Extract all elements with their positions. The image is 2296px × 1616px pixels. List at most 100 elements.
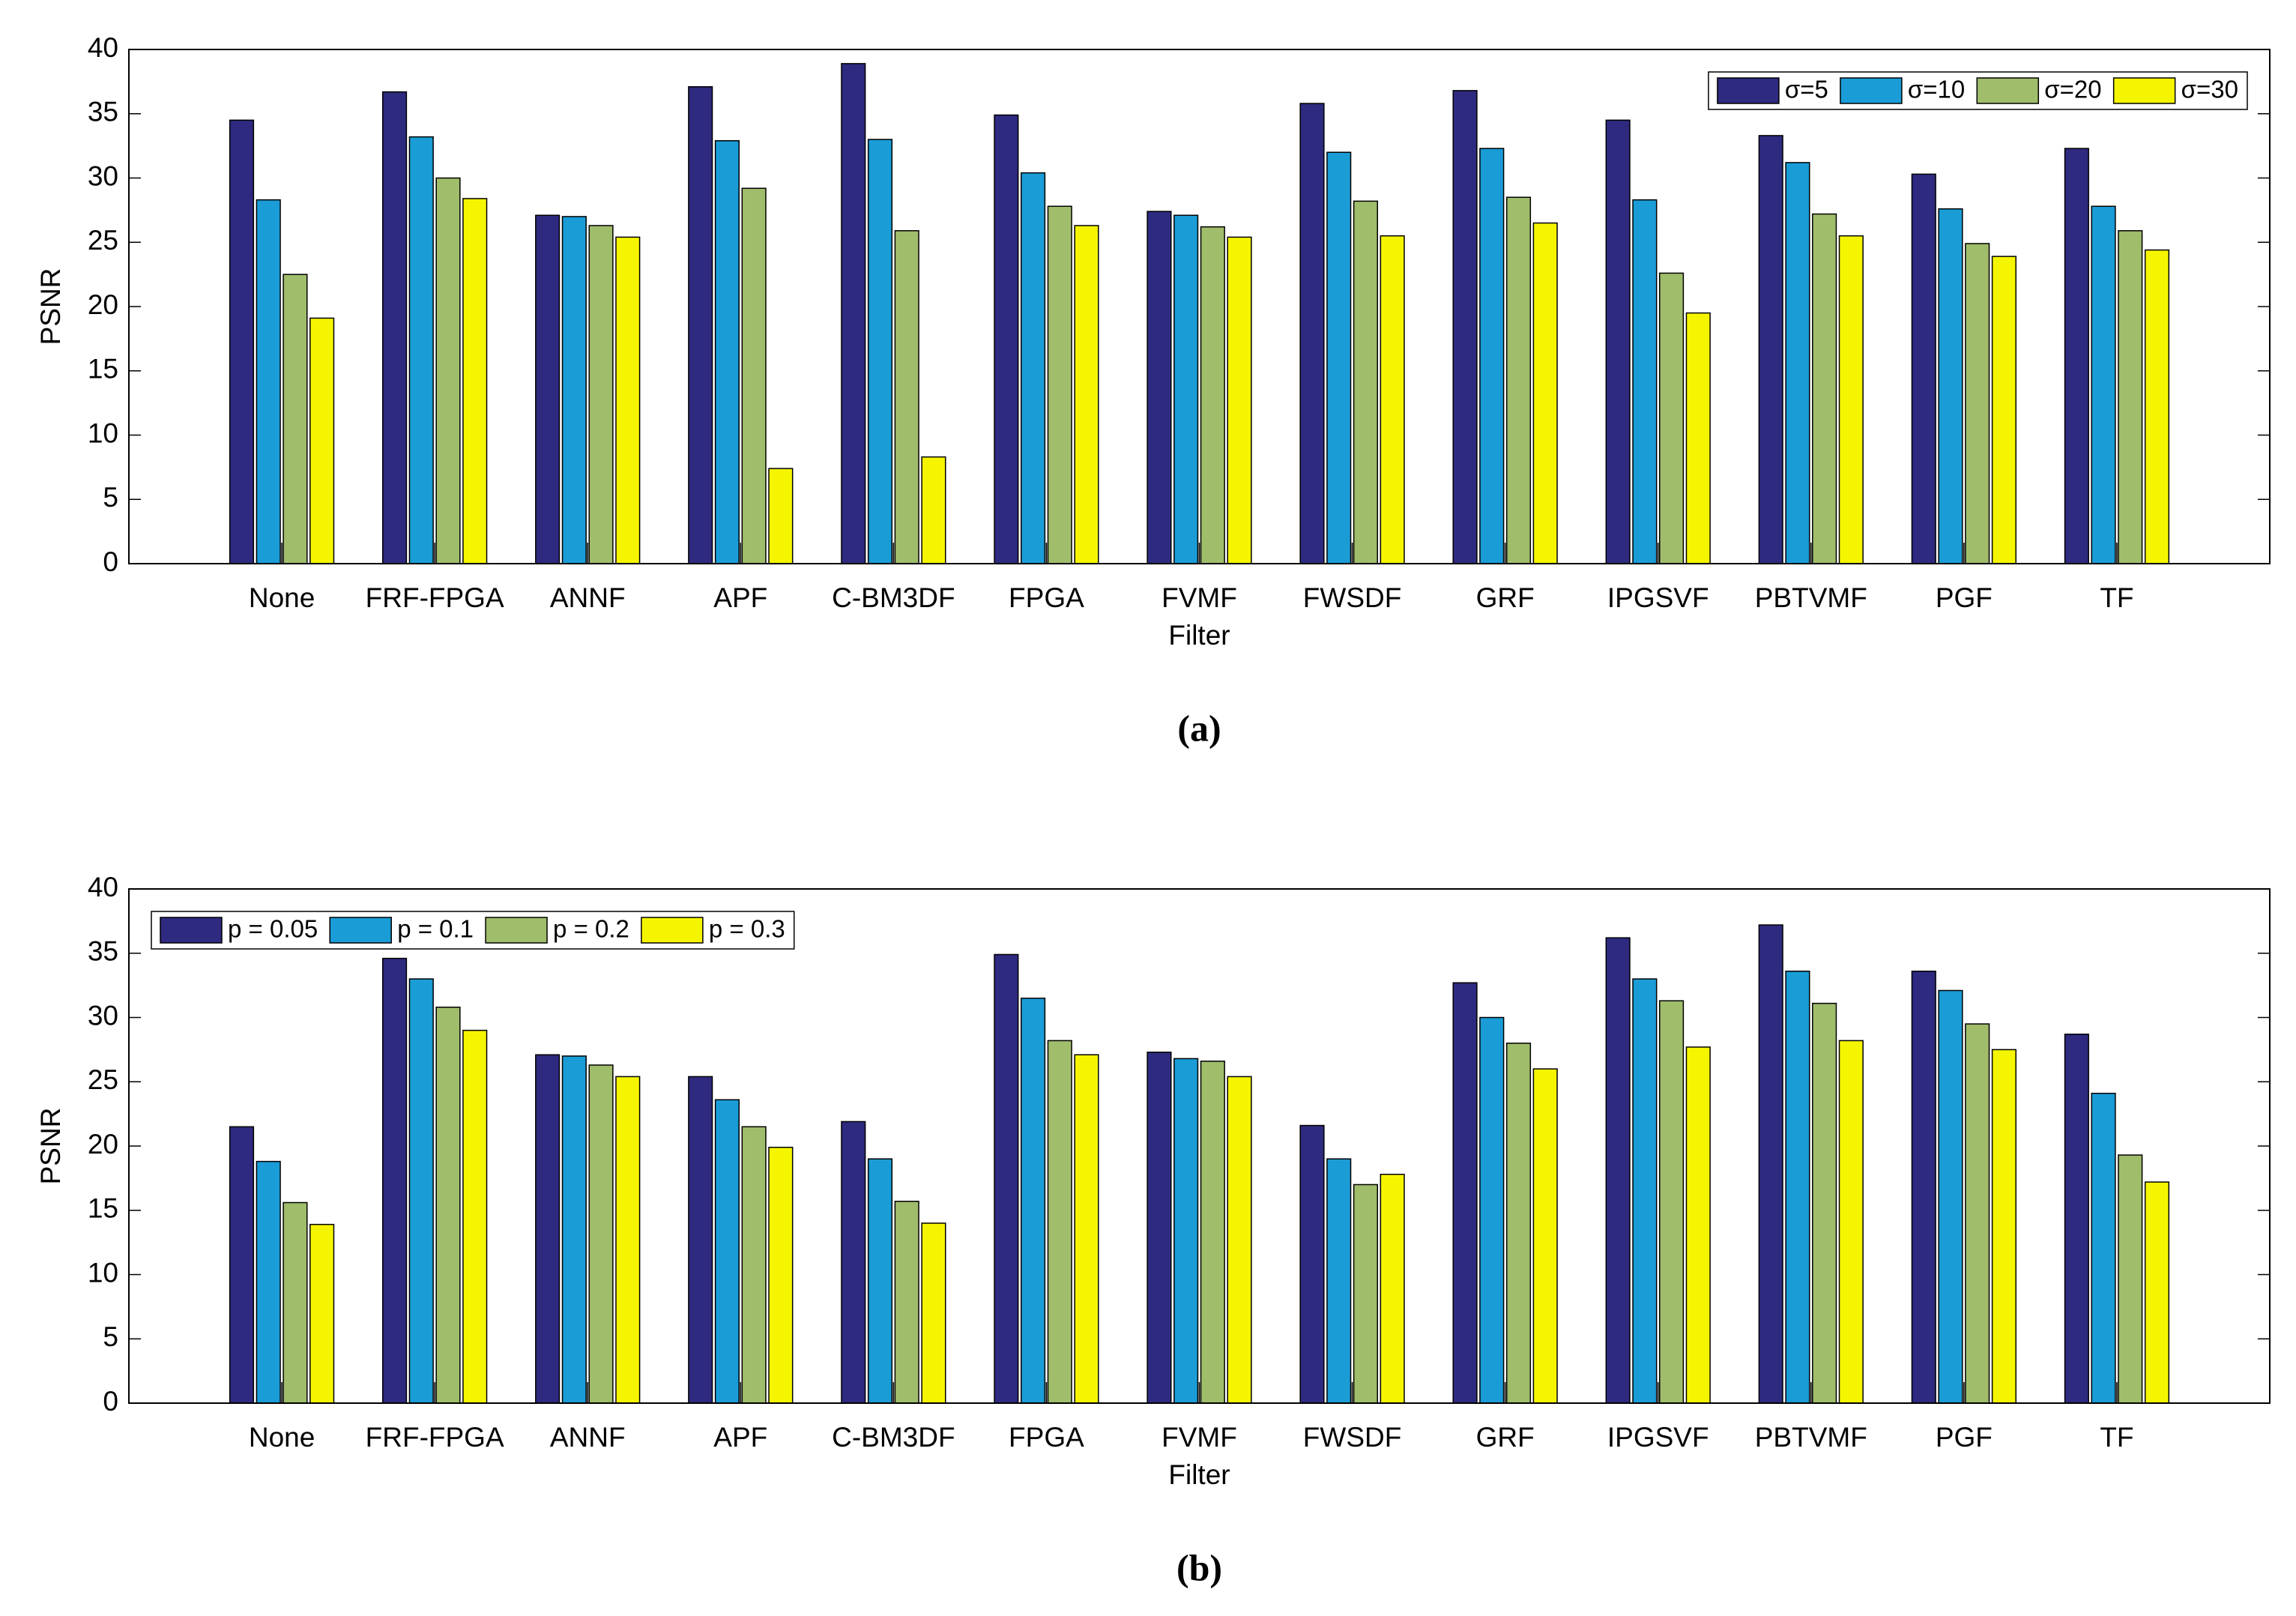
bar: [1812, 213, 1837, 564]
bar: [1479, 1016, 1505, 1404]
bar: [1605, 937, 1631, 1404]
x-tick-label: PGF: [1936, 1422, 1993, 1453]
bar: [1838, 235, 1864, 564]
x-tick-label: None: [249, 582, 315, 613]
bar: [1200, 226, 1225, 564]
x-tick-label: ANNF: [550, 1422, 626, 1453]
bar: [894, 230, 919, 564]
bar: [283, 274, 308, 564]
y-tick-label: 40: [88, 32, 118, 63]
bar: [435, 177, 461, 564]
bar: [1938, 989, 1963, 1404]
legend-label: σ=10: [1908, 76, 1965, 103]
bar: [1380, 1173, 1405, 1404]
y-tick-label: 15: [88, 354, 118, 385]
bar: [1479, 148, 1505, 564]
bar: [1452, 90, 1478, 564]
y-tick-label: 30: [88, 1000, 118, 1031]
y-tick-label: 5: [103, 482, 118, 513]
bar: [283, 1202, 308, 1404]
bar: [768, 1146, 794, 1404]
bar: [588, 225, 614, 564]
bar: [1326, 1158, 1352, 1404]
x-tick-label: FRF-FPGA: [366, 1422, 504, 1453]
bar: [867, 139, 893, 564]
bar: [1299, 103, 1325, 564]
bar: [714, 1099, 740, 1404]
x-tick-label: TF: [2100, 582, 2133, 613]
bar: [1074, 1054, 1099, 1404]
x-tick-label: APF: [713, 1422, 767, 1453]
legend-swatch: [1840, 77, 1903, 104]
legend-label: σ=30: [2181, 76, 2238, 103]
legend: σ=5 σ=10 σ=20 σ=30: [1708, 71, 2248, 110]
bar: [382, 957, 408, 1404]
legend-swatch: [2112, 77, 2176, 104]
bar: [688, 1076, 713, 1404]
x-tick-label: FVMF: [1161, 582, 1237, 613]
caption: (a): [1177, 707, 1221, 749]
bar: [535, 214, 561, 564]
bar: [309, 1223, 335, 1404]
legend-label: σ=5: [1785, 76, 1828, 103]
x-tick-label: FPGA: [1009, 582, 1084, 613]
x-tick-label: FWSDF: [1303, 582, 1402, 613]
bar: [1785, 162, 1810, 564]
bar: [1326, 151, 1352, 564]
chart-panel: 0 5 10 15 20 25 30 35 40 None FRF-FPGA ANNF APF C-BM3…: [35, 872, 2271, 1588]
bar: [462, 198, 488, 564]
bar: [1074, 225, 1099, 564]
bar: [1991, 1049, 2016, 1404]
y-tick-label: 10: [88, 1257, 118, 1288]
bar: [688, 85, 713, 564]
x-tick-label: FVMF: [1161, 1422, 1237, 1453]
bar: [2091, 1092, 2116, 1404]
x-tick-label: PBTVMF: [1755, 1422, 1867, 1453]
bar: [535, 1054, 561, 1404]
bar: [2064, 148, 2089, 564]
x-tick-label: PGF: [1936, 582, 1993, 613]
legend-label: p = 0.1: [397, 915, 474, 943]
bar: [1452, 982, 1478, 1404]
bar: [1353, 200, 1378, 564]
legend-label: p = 0.05: [228, 915, 318, 943]
bar: [1227, 1076, 1252, 1404]
x-axis-label: Filter: [1168, 620, 1230, 651]
x-tick-label: IPGSVF: [1607, 582, 1709, 613]
chart-panel: 0 5 10 15 20 25 30 35 40 None FRF-FPGA ANNF APF C-BM3…: [35, 32, 2271, 749]
bar: [741, 1126, 767, 1404]
x-tick-label: C-BM3DF: [832, 1422, 955, 1453]
y-tick-label: 20: [88, 1129, 118, 1160]
x-tick-label: ANNF: [550, 582, 626, 613]
bar: [256, 1160, 281, 1404]
bar: [1685, 312, 1711, 564]
legend-label: p = 0.3: [709, 915, 785, 943]
bar: [229, 119, 255, 564]
y-tick-label: 35: [88, 936, 118, 967]
y-tick-label: 15: [88, 1193, 118, 1224]
bar: [1047, 205, 1072, 564]
bar: [1965, 1023, 1990, 1404]
bar: [1021, 998, 1046, 1404]
y-tick-label: 40: [88, 872, 118, 902]
bar: [2144, 1181, 2170, 1404]
bar: [841, 1121, 866, 1404]
x-tick-label: PBTVMF: [1755, 582, 1867, 613]
bar: [1353, 1184, 1378, 1404]
bar: [1758, 135, 1783, 564]
bar: [1785, 971, 1810, 1404]
bar: [561, 1055, 587, 1404]
y-tick-label: 30: [88, 160, 118, 191]
x-tick-label: GRF: [1476, 1422, 1535, 1453]
bar: [588, 1064, 614, 1404]
bar: [1911, 971, 1936, 1404]
bar: [1047, 1040, 1072, 1404]
bar: [1812, 1002, 1837, 1404]
bar: [615, 236, 641, 564]
y-tick-label: 5: [103, 1321, 118, 1352]
bar: [741, 187, 767, 564]
bar: [435, 1007, 461, 1404]
bar: [921, 1222, 946, 1404]
